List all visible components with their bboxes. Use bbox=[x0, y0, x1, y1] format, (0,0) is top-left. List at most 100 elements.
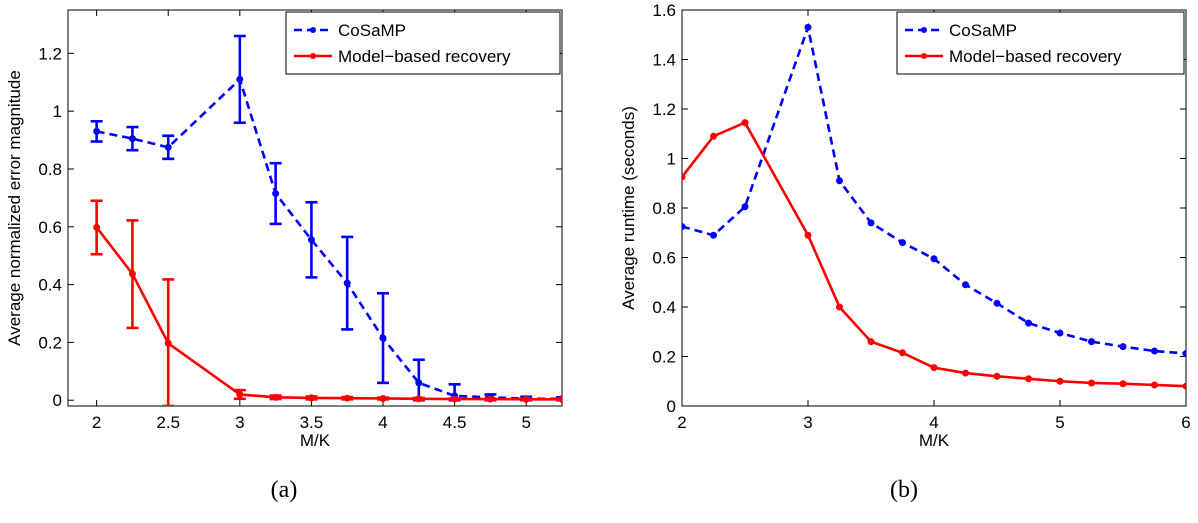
panel-a-series-model-based-point bbox=[379, 394, 387, 402]
panel-a-xtick-label: 3 bbox=[235, 413, 244, 432]
panel-a-series-cosamp-point bbox=[236, 75, 244, 83]
panel-b-series-model-based-point bbox=[1119, 380, 1127, 388]
panel-b-legend-entry-model-based-marker bbox=[921, 53, 927, 59]
panel-b-ytick-label: 1 bbox=[667, 150, 676, 169]
panel-b-series-model-based-point bbox=[836, 303, 843, 311]
panel-a-axes-box bbox=[67, 9, 563, 407]
panel-b-data-layer bbox=[682, 22, 1186, 390]
panel-a-series-cosamp-point bbox=[307, 236, 315, 244]
panel-a-series-model-based-point bbox=[415, 395, 423, 403]
panel-a-legend-entry-cosamp-label: CoSaMP bbox=[338, 21, 406, 40]
panel-a-series-model-based-line bbox=[95, 226, 562, 401]
panel-b-series-cosamp-point bbox=[1151, 347, 1158, 355]
panel-a-xtick-label: 2.5 bbox=[156, 413, 180, 432]
panel-a-series-cosamp-point bbox=[128, 135, 136, 143]
panel-a-series-model-based-point bbox=[558, 395, 562, 403]
panel-a-series-cosamp-point bbox=[415, 379, 423, 387]
panel-b-series-model-based-point bbox=[993, 372, 1001, 380]
panel-b-series-model-based-point bbox=[962, 369, 969, 377]
panel-a-legend-entry-model-based-label: Model−based recovery bbox=[338, 47, 511, 66]
panel-b-ytick-label: 0.2 bbox=[652, 348, 676, 367]
panel-b-series-cosamp-point bbox=[899, 239, 906, 247]
panel-b-ytick-label: 0.4 bbox=[652, 298, 676, 317]
panel-b-series-cosamp-line bbox=[682, 22, 1186, 355]
panel-b-series-cosamp-point bbox=[930, 255, 938, 263]
panel-b-legend-box bbox=[896, 11, 1185, 75]
panel-b-xtick-label: 2 bbox=[677, 413, 686, 432]
panel-b-series-model-based-point bbox=[1088, 379, 1095, 387]
panel-b-series-cosamp-point bbox=[1088, 338, 1095, 346]
panel-b-series-model-based-point bbox=[682, 173, 686, 181]
panel-b-x-axis-label: M/K bbox=[919, 431, 950, 450]
panel-b-series-cosamp-point bbox=[682, 223, 686, 231]
panel-b-series-cosamp-point bbox=[1182, 350, 1186, 358]
panel-a-series-model-based-point bbox=[128, 270, 136, 278]
panel-b-chart: 2 3 4 5 6 0 0.2 0.4 0.6 0.8 1 1.2 1.4 1.6 M/K Average r… bbox=[619, 1, 1191, 450]
panel-a-series-model-based-point bbox=[451, 395, 459, 403]
panel-b-series-cosamp-point bbox=[804, 23, 812, 31]
panel-b-series-model-based-point bbox=[1151, 381, 1158, 389]
panel-b-series-cosamp-point bbox=[1119, 343, 1127, 351]
panel-a-ytick-label: 1.2 bbox=[38, 44, 62, 63]
panel-b-series-cosamp-point bbox=[1025, 319, 1032, 327]
panel-b-series-cosamp-point bbox=[962, 281, 969, 289]
panel-b-series-cosamp-point bbox=[836, 177, 843, 185]
panel-a-series-model-based-point bbox=[307, 394, 315, 402]
panel-b-series-model-based-point bbox=[930, 364, 938, 372]
panel-b-y-axis-label: Average runtime (seconds) bbox=[619, 106, 638, 310]
panel-a-series-cosamp-point bbox=[164, 143, 172, 151]
panel-b-legend: CoSaMP Model−based recovery bbox=[896, 11, 1185, 75]
panel-b-caption: (b) bbox=[890, 477, 918, 503]
panel-a-legend-box bbox=[285, 11, 561, 75]
panel-a-series-model-based-point bbox=[236, 390, 244, 398]
panel-a-ytick-label: 0.6 bbox=[38, 218, 62, 237]
panel-b-series-cosamp-point bbox=[867, 219, 875, 227]
panel-b-series-cosamp-point bbox=[1056, 329, 1064, 337]
panel-b-legend-entry-model-based-label: Model−based recovery bbox=[949, 47, 1122, 66]
panel-a-legend-entry-cosamp-marker bbox=[310, 27, 316, 33]
panel-b-ytick-label: 1.6 bbox=[652, 1, 676, 20]
panel-a-series-cosamp-line bbox=[96, 76, 562, 401]
panel-a-series-cosamp-point bbox=[272, 190, 280, 198]
panel-a-y-axis-label: Average normalized error magnitude bbox=[5, 70, 24, 346]
panel-a-series-model-based-point bbox=[343, 394, 351, 402]
panel-a-ytick-label: 0.2 bbox=[38, 333, 62, 352]
panel-a-series-model-based-point bbox=[522, 395, 530, 403]
panel-a-ytick-label: 0.8 bbox=[38, 160, 62, 179]
panel-b-xtick-label: 3 bbox=[803, 413, 812, 432]
panel-b-series-model-based-point bbox=[1025, 375, 1032, 383]
panel-a-xtick-label: 4 bbox=[378, 413, 387, 432]
panel-a-series-model-based-point bbox=[164, 339, 172, 347]
panel-a-series-model-based-point bbox=[486, 395, 494, 403]
panel-a-legend-entry-model-based-marker bbox=[310, 53, 316, 59]
panel-a-chart: 2 2.5 3 3.5 4 4.5 5 0 0.2 0.4 0.6 0.8 1 1.2 M/K Average… bbox=[5, 9, 563, 450]
panel-b-series-model-based-point bbox=[899, 349, 906, 357]
panel-b-series-model-based-point bbox=[1056, 377, 1064, 385]
panel-b-series-model-based-line bbox=[682, 120, 1186, 388]
panel-b-series-model-based-point bbox=[741, 119, 749, 127]
panel-b-series-cosamp-point bbox=[741, 203, 749, 211]
panel-a-caption: (a) bbox=[271, 477, 298, 503]
panel-b-series-model-based-point bbox=[804, 231, 812, 239]
panel-b-series-cosamp-point bbox=[710, 231, 717, 239]
panel-a-series-cosamp-point bbox=[379, 334, 387, 342]
panel-a-xtick-label: 3.5 bbox=[300, 413, 324, 432]
panel-a-xtick-label: 2 bbox=[92, 413, 101, 432]
panel-b-xtick-label: 6 bbox=[1181, 413, 1190, 432]
panel-a-series-cosamp-point bbox=[93, 127, 101, 135]
panel-a-ytick-label: 1 bbox=[53, 102, 62, 121]
panel-a-series-model-based-point bbox=[272, 393, 280, 401]
panel-b-series-cosamp-point bbox=[993, 299, 1001, 307]
panel-a-series-model-based-point bbox=[93, 223, 101, 231]
panel-a-x-axis-label: M/K bbox=[300, 431, 331, 450]
panel-b-ytick-label: 1.2 bbox=[652, 100, 676, 119]
panel-b-legend-entry-cosamp-marker bbox=[921, 27, 927, 33]
panel-a-xtick-label: 5 bbox=[521, 413, 530, 432]
panel-b-series-model-based-point bbox=[710, 132, 717, 140]
panel-b-ytick-label: 0.8 bbox=[652, 199, 676, 218]
panel-b-series-model-based-point bbox=[1182, 382, 1186, 390]
panel-b-xtick-label: 5 bbox=[1055, 413, 1064, 432]
panel-b-ytick-label: 0.6 bbox=[652, 249, 676, 268]
panel-a-legend: CoSaMP Model−based recovery bbox=[285, 11, 561, 75]
